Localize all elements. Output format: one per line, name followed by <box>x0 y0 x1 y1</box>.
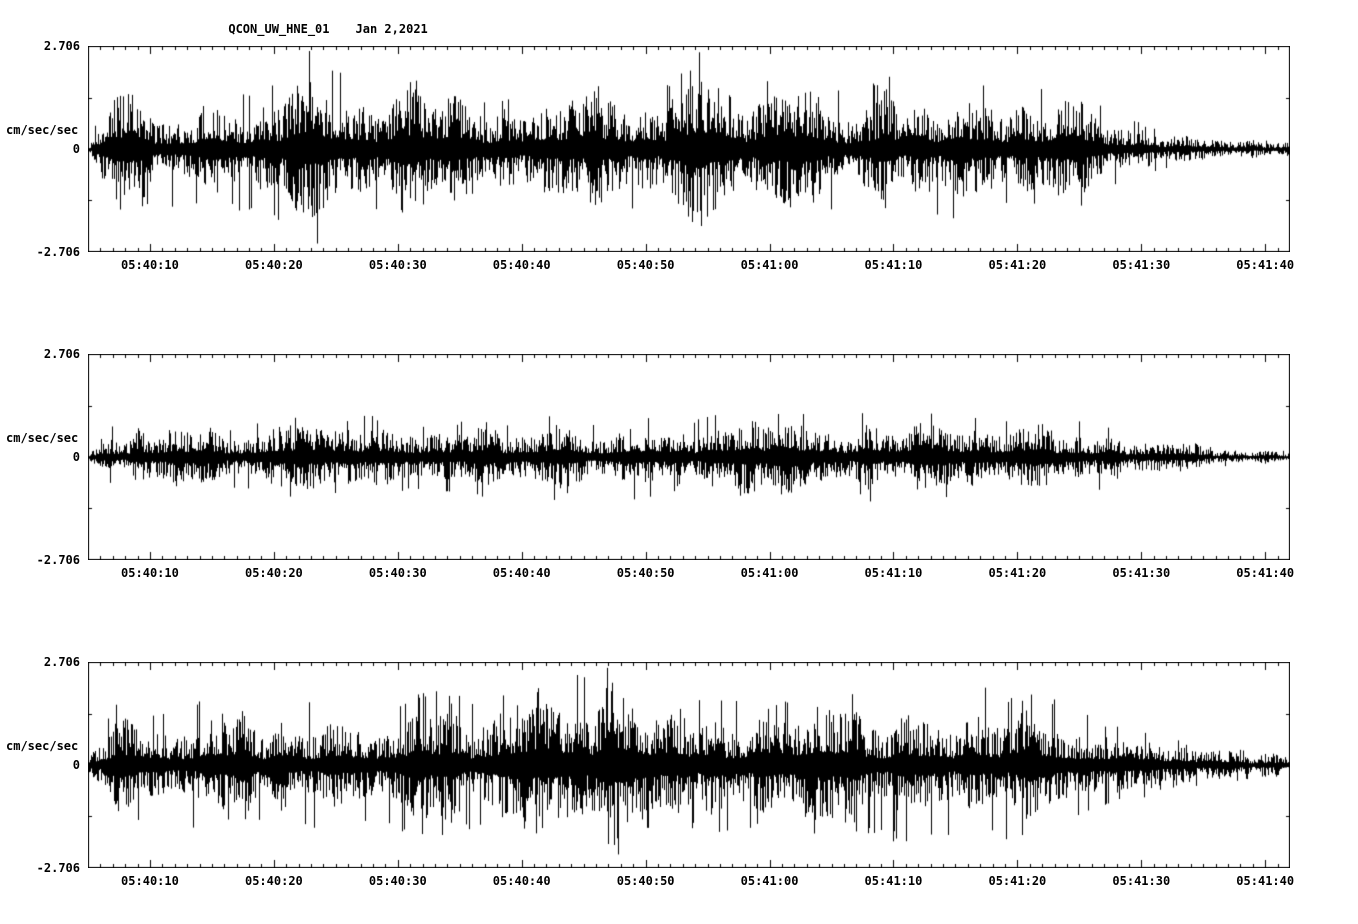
x-tick-label: 05:41:00 <box>740 874 799 888</box>
x-tick-label: 05:40:40 <box>492 258 551 272</box>
seismogram-canvas-hnn <box>88 354 1290 560</box>
x-tick-label: 05:40:50 <box>616 258 675 272</box>
trace-title: QCON_UW_HNE_01 <box>228 22 330 36</box>
x-tick-label: 05:41:30 <box>1112 874 1171 888</box>
y-tick-min: -2.706 <box>36 245 80 259</box>
x-tick-label: 05:41:40 <box>1236 874 1295 888</box>
panel-hne: QCON_UW_HNE_01 Jan 2,2021 2.706 cm/sec/se… <box>0 0 1358 308</box>
x-tick-label: 05:41:00 <box>740 566 799 580</box>
y-axis-units-label: cm/sec/sec <box>6 431 79 445</box>
x-axis-labels: 05:40:10 05:40:20 05:40:30 05:40:40 05:40:50… <box>0 566 1358 582</box>
x-tick-label: 05:40:50 <box>616 566 675 580</box>
y-tick-min: -2.706 <box>36 553 80 567</box>
y-tick-max: 2.706 <box>43 347 80 361</box>
x-tick-label: 05:41:30 <box>1112 566 1171 580</box>
x-tick-label: 05:41:20 <box>988 566 1047 580</box>
trace-header: QCON_UW_HNE_01 Jan 2,2021 <box>185 8 428 50</box>
x-tick-label: 05:40:30 <box>368 874 427 888</box>
x-tick-label: 05:41:10 <box>864 874 923 888</box>
y-tick-max: 2.706 <box>43 655 80 669</box>
x-axis-labels: 05:40:10 05:40:20 05:40:30 05:40:40 05:40:50… <box>0 874 1358 890</box>
x-tick-label: 05:40:20 <box>244 258 303 272</box>
x-tick-label: 05:41:20 <box>988 874 1047 888</box>
x-tick-label: 05:41:40 <box>1236 258 1295 272</box>
x-tick-label: 05:40:10 <box>121 874 179 888</box>
x-tick-label: 05:40:30 <box>368 566 427 580</box>
y-tick-zero: 0 <box>72 142 80 156</box>
seismogram-canvas-hne <box>88 46 1290 252</box>
x-tick-label: 05:41:20 <box>988 258 1047 272</box>
x-tick-label: 05:41:10 <box>864 566 923 580</box>
y-tick-min: -2.706 <box>36 861 80 875</box>
x-tick-label: 05:40:10 <box>121 258 179 272</box>
y-axis-units-label: cm/sec/sec <box>6 739 79 753</box>
x-tick-label: 05:40:50 <box>616 874 675 888</box>
x-tick-label: 05:40:10 <box>121 566 179 580</box>
x-axis-labels: 05:40:10 05:40:20 05:40:30 05:40:40 05:40:50… <box>0 258 1358 274</box>
y-tick-zero: 0 <box>72 450 80 464</box>
x-tick-label: 05:40:40 <box>492 566 551 580</box>
y-axis-units-label: cm/sec/sec <box>6 123 79 137</box>
seismogram-canvas-hnz <box>88 662 1290 868</box>
x-tick-label: 05:40:20 <box>244 874 303 888</box>
y-tick-zero: 0 <box>72 758 80 772</box>
x-tick-label: 05:40:30 <box>368 258 427 272</box>
x-tick-label: 05:41:00 <box>740 258 799 272</box>
x-tick-label: 05:41:40 <box>1236 566 1295 580</box>
x-tick-label: 05:40:20 <box>244 566 303 580</box>
y-tick-max: 2.706 <box>43 39 80 53</box>
trace-date: Jan 2,2021 <box>355 22 428 36</box>
x-tick-label: 05:41:10 <box>864 258 923 272</box>
x-tick-label: 05:41:30 <box>1112 258 1171 272</box>
x-tick-label: 05:40:40 <box>492 874 551 888</box>
